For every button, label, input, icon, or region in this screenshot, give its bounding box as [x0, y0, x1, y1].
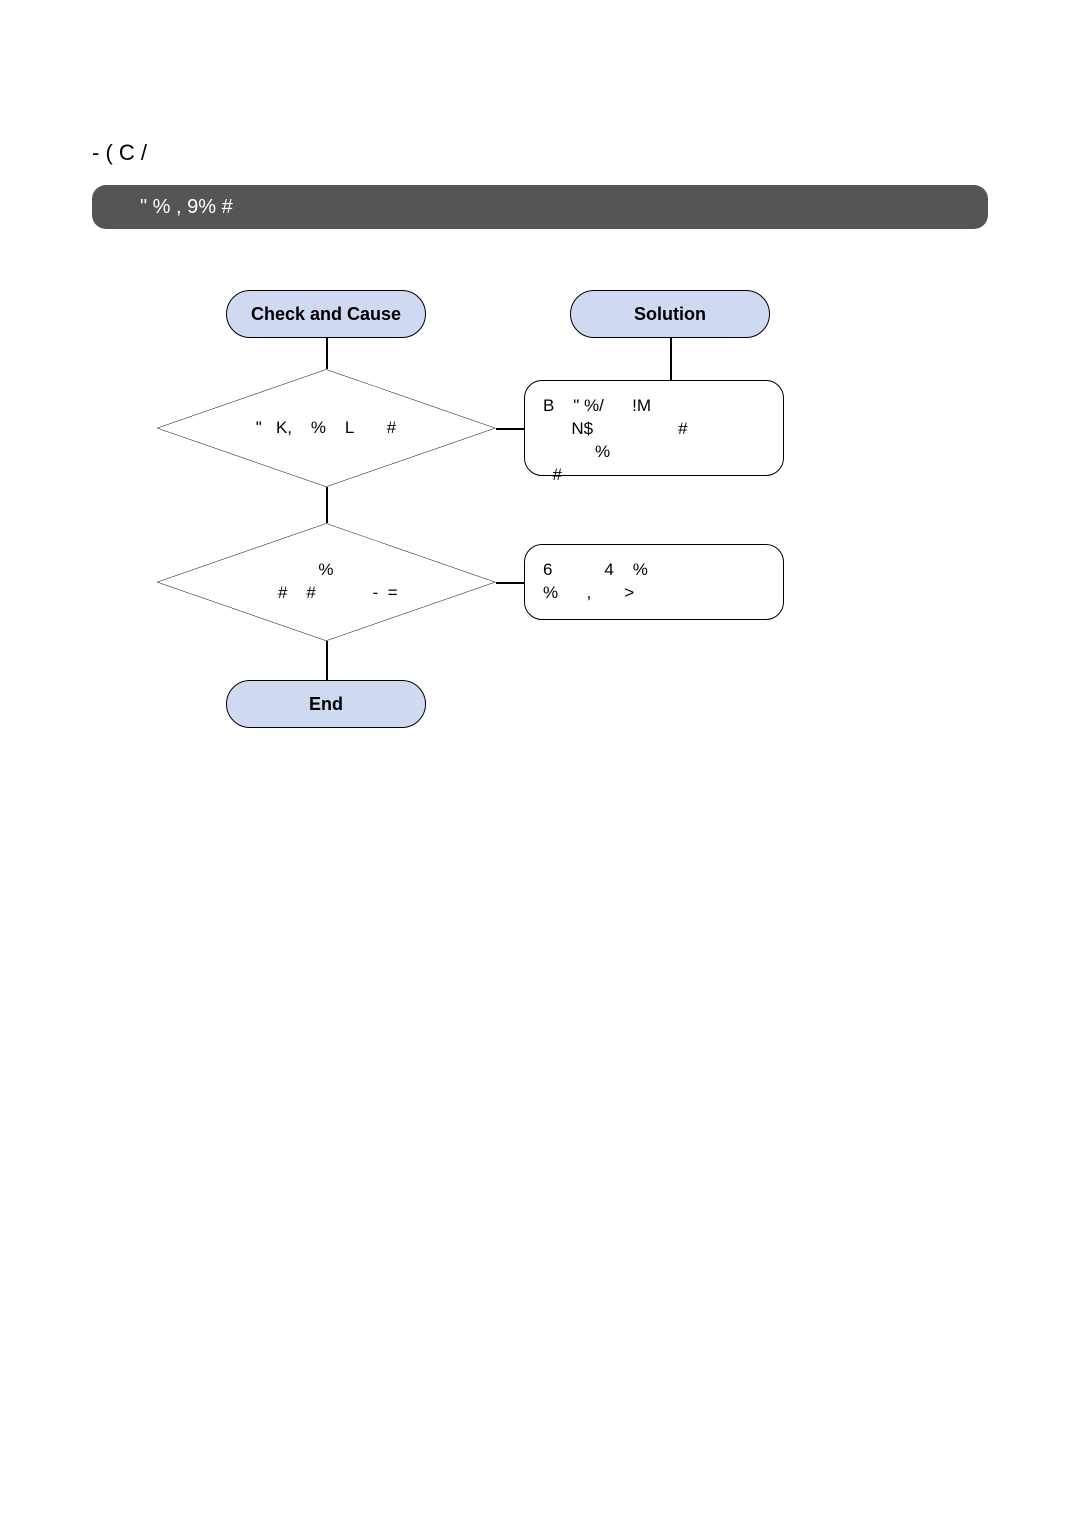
terminal-label: End [309, 694, 343, 715]
edge-dec2-to-sol2 [496, 582, 524, 584]
terminal-check-and-cause: Check and Cause [226, 290, 426, 338]
solution-box-1: B " %/ !M N$ # % # [524, 380, 784, 476]
page-heading: - ( C / [92, 140, 147, 166]
page: - ( C / " % , 9% # Check and Cause Solut… [0, 0, 1080, 1528]
terminal-label: Check and Cause [251, 304, 401, 325]
edge-dec2-to-end [326, 641, 328, 680]
title-banner: " % , 9% # [92, 185, 988, 229]
solution-box-2: 6 4 % % , > [524, 544, 784, 620]
edge-dec1-to-dec2 [326, 487, 328, 523]
decision-1-label: " K, % L # [156, 369, 496, 487]
terminal-label: Solution [634, 304, 706, 325]
edge-solhdr-to-sol1 [670, 338, 672, 380]
terminal-solution: Solution [570, 290, 770, 338]
terminal-end: End [226, 680, 426, 728]
decision-2-label: % # # - = [156, 523, 496, 641]
banner-text: " % , 9% # [140, 196, 233, 219]
edge-check-to-dec1 [326, 338, 328, 369]
edge-dec1-to-sol1 [496, 428, 524, 430]
